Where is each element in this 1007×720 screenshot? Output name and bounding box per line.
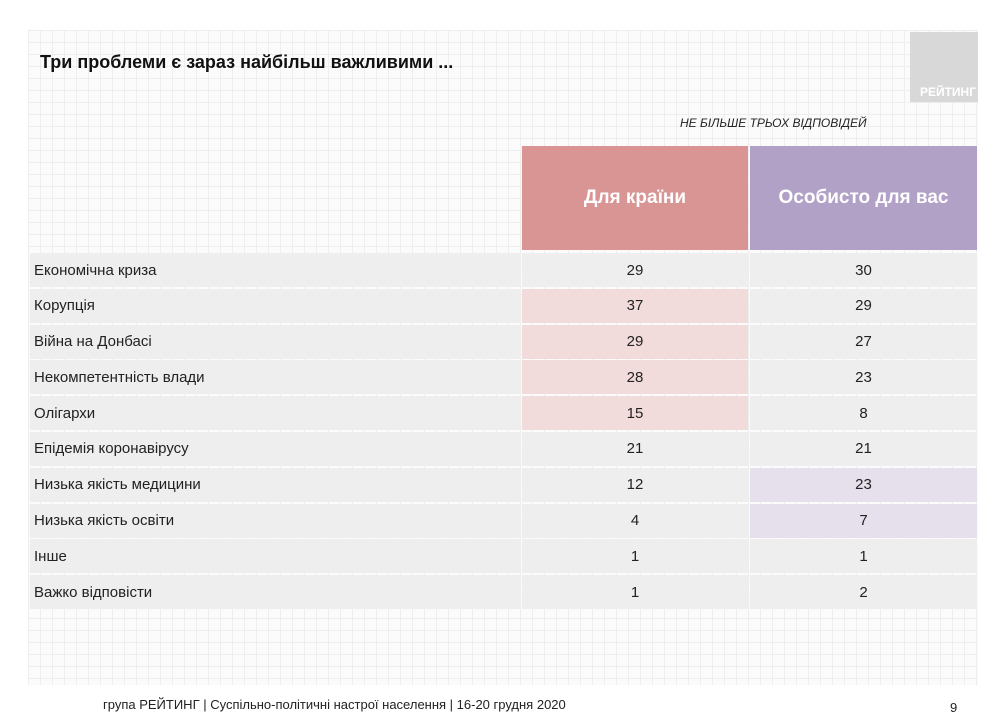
row-label: Корупція: [30, 288, 520, 323]
country-value: 21: [522, 431, 748, 466]
table-row: Корупція 37 29: [30, 288, 977, 323]
logo-text: РЕЙТИНГ: [919, 85, 976, 99]
country-value: 28: [522, 360, 748, 395]
row-label: Низька якість медицини: [30, 467, 520, 502]
table-row: Олігархи 15 8: [30, 396, 977, 431]
row-label: Некомпетентність влади: [30, 360, 520, 395]
personal-value: 23: [750, 360, 977, 395]
personal-value: 27: [750, 324, 977, 359]
column-header-country: Для країни: [522, 146, 748, 250]
footer: група РЕЙТИНГ | Суспільно-політичні наст…: [103, 697, 566, 712]
personal-value: 30: [750, 253, 977, 287]
results-table: Економічна криза 29 30 Корупція 37 29 Війна на…: [30, 253, 977, 611]
country-value: 12: [522, 467, 748, 502]
row-label: Інше: [30, 539, 520, 574]
country-value: 4: [522, 503, 748, 538]
personal-value: 7: [750, 503, 977, 538]
row-label: Епідемія коронавірусу: [30, 431, 520, 466]
column-header-personal: Особисто для вас: [750, 146, 977, 250]
country-value: 29: [522, 253, 748, 287]
row-label: Війна на Донбасі: [30, 324, 520, 359]
table-row: Низька якість медицини 12 23: [30, 467, 977, 502]
row-label: Низька якість освіти: [30, 503, 520, 538]
personal-value: 29: [750, 288, 977, 323]
answer-note: НЕ БІЛЬШЕ ТРЬОХ ВІДПОВІДЕЙ: [680, 116, 867, 130]
row-label: Олігархи: [30, 396, 520, 431]
personal-value: 21: [750, 431, 977, 466]
country-value: 29: [522, 324, 748, 359]
row-label: Важко відповісти: [30, 575, 520, 610]
personal-value: 8: [750, 396, 977, 431]
table-row: Інше 1 1: [30, 539, 977, 574]
rating-logo: РЕЙТИНГ: [910, 32, 978, 102]
table-row: Важко відповісти 1 2: [30, 575, 977, 610]
personal-value: 2: [750, 575, 977, 610]
page-number: 9: [950, 700, 958, 715]
row-label: Економічна криза: [30, 253, 520, 287]
country-value: 1: [522, 575, 748, 610]
country-value: 37: [522, 288, 748, 323]
table-row: Економічна криза 29 30: [30, 253, 977, 287]
country-value: 15: [522, 396, 748, 431]
table-row: Низька якість освіти 4 7: [30, 503, 977, 538]
country-value: 1: [522, 539, 748, 574]
personal-value: 1: [750, 539, 977, 574]
table-row: Війна на Донбасі 29 27: [30, 324, 977, 359]
table-row: Некомпетентність влади 28 23: [30, 360, 977, 395]
table-row: Епідемія коронавірусу 21 21: [30, 431, 977, 466]
personal-value: 23: [750, 467, 977, 502]
slide-title: Три проблеми є зараз найбільш важливими …: [40, 52, 454, 72]
